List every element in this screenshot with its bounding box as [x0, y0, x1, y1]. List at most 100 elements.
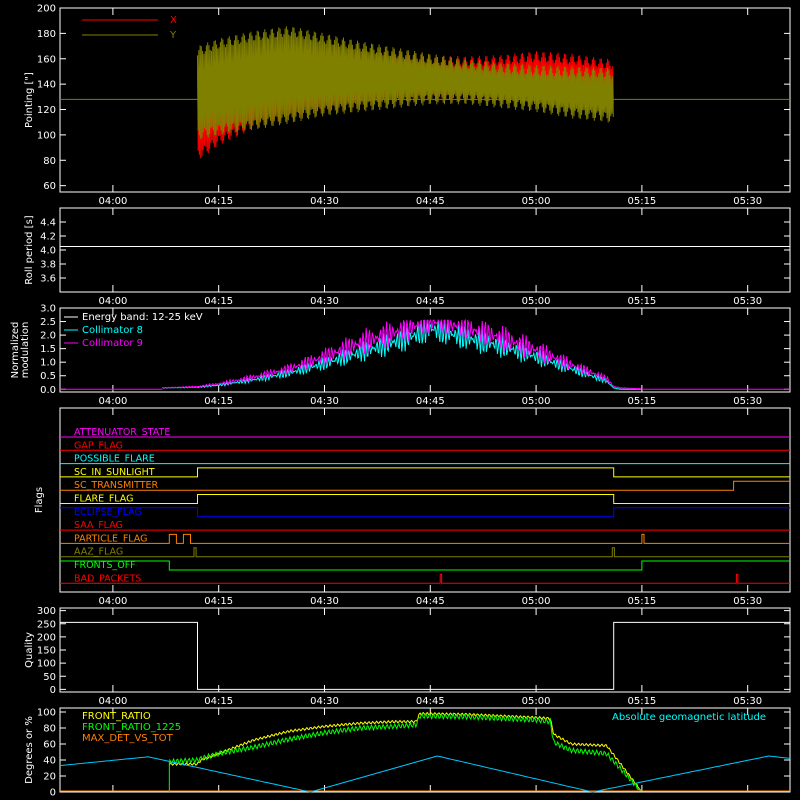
y-tick-label: 120 — [37, 105, 56, 116]
series-geomagnetic-latitude — [59, 755, 791, 793]
legend-label-y: Y — [169, 30, 177, 41]
flag-label: SC_TRANSMITTER — [74, 480, 159, 491]
flag-line-eclipse-flag — [60, 507, 790, 518]
series-front-ratio — [168, 711, 642, 792]
x-tick-label: 04:15 — [204, 196, 233, 207]
y-tick-label: 2.0 — [40, 331, 56, 342]
panel-frame — [59, 707, 791, 793]
flag-line-sc-in-sunlight — [60, 467, 790, 478]
flag-label: FLARE_FLAG — [74, 494, 134, 505]
x-tick-label: 05:00 — [522, 296, 551, 307]
series-y-band — [197, 26, 614, 140]
x-tick-label: 04:45 — [416, 696, 445, 707]
flag-line-sc-transmitter — [60, 480, 790, 491]
y-tick-label: 0.5 — [40, 371, 56, 382]
x-tick-label: 04:00 — [98, 196, 127, 207]
series-front-ratio-1225 — [168, 712, 642, 792]
y-axis-label: Normalizedmodulation — [10, 322, 31, 379]
y-tick-label: 200 — [37, 4, 56, 15]
y-axis-label: Degrees or % — [24, 716, 35, 784]
x-tick-label: 05:00 — [522, 696, 551, 707]
y-tick-label: 0.0 — [40, 385, 56, 396]
y-tick-label: 4.0 — [40, 246, 56, 257]
y-tick-label: 180 — [37, 29, 56, 40]
y-tick-label: 100 — [37, 659, 56, 670]
y-tick-label: 40 — [43, 756, 56, 767]
annotation-geomagnetic-latitude: Absolute geomagnetic latitude — [612, 712, 766, 723]
panel-frame — [59, 207, 791, 293]
flag-label: ATTENUATOR_STATE — [74, 427, 170, 438]
y-tick-label: 3.0 — [40, 304, 56, 315]
x-tick-label: 04:15 — [204, 396, 233, 407]
flag-label: FRONTS_OFF — [74, 560, 136, 571]
x-tick-label: 04:00 — [98, 596, 127, 607]
panel-frame — [59, 607, 791, 693]
x-tick-label: 04:30 — [310, 696, 339, 707]
flag-line-fronts-off — [60, 560, 790, 571]
flag-line-bad-packets — [60, 573, 790, 584]
x-tick-label: 05:30 — [733, 196, 762, 207]
y-tick-label: 80 — [43, 156, 56, 167]
x-tick-label: 05:30 — [733, 296, 762, 307]
flag-label: POSSIBLE_FLARE — [74, 454, 155, 465]
y-tick-label: 140 — [37, 80, 56, 91]
y-tick-label: 60 — [43, 181, 56, 192]
y-tick-label: 2.5 — [40, 317, 56, 328]
x-tick-label: 05:15 — [627, 596, 656, 607]
legend-label-max-det-vs-tot: MAX_DET_VS_TOT — [82, 733, 174, 744]
x-tick-label: 05:00 — [522, 396, 551, 407]
y-tick-label: 20 — [43, 772, 56, 783]
quality-line — [60, 621, 790, 690]
y-tick-label: 80 — [43, 724, 56, 735]
x-tick-label: 05:15 — [627, 396, 656, 407]
legend-label-front-ratio: FRONT_RATIO — [82, 711, 151, 722]
y-tick-label: 1.0 — [40, 358, 56, 369]
y-axis-label: Flags — [34, 487, 45, 513]
y-tick-label: 3.8 — [40, 260, 56, 271]
x-tick-label: 05:30 — [733, 696, 762, 707]
x-tick-label: 04:15 — [204, 296, 233, 307]
flag-line-aaz-flag — [60, 547, 790, 558]
y-tick-label: 100 — [37, 708, 56, 719]
x-tick-label: 04:00 — [98, 296, 127, 307]
x-tick-label: 04:15 — [204, 596, 233, 607]
y-tick-label: 1.5 — [40, 344, 56, 355]
y-tick-label: 60 — [43, 740, 56, 751]
y-tick-label: 3.6 — [40, 274, 56, 285]
x-tick-label: 04:45 — [416, 296, 445, 307]
x-tick-label: 05:30 — [733, 596, 762, 607]
x-tick-label: 04:15 — [204, 696, 233, 707]
y-tick-label: 300 — [37, 606, 56, 617]
panel-frame — [59, 307, 791, 393]
flag-label: BAD_PACKETS — [74, 573, 141, 584]
y-tick-label: 4.2 — [40, 232, 56, 243]
legend-label-front-ratio-1225: FRONT_RATIO_1225 — [82, 722, 181, 733]
flag-label: GAP_FLAG — [74, 440, 123, 451]
panel-title-energy-band: Energy band: 12-25 keV — [82, 312, 203, 323]
panel-frame — [59, 7, 791, 193]
y-tick-label: 200 — [37, 632, 56, 643]
y-tick-label: 50 — [43, 672, 56, 683]
x-tick-label: 04:30 — [310, 196, 339, 207]
x-tick-label: 05:00 — [522, 196, 551, 207]
y-axis-label: Pointing ["] — [24, 72, 35, 128]
flag-line-flare-flag — [60, 494, 790, 504]
x-tick-label: 04:30 — [310, 596, 339, 607]
x-tick-label: 05:15 — [627, 696, 656, 707]
y-tick-label: 150 — [37, 646, 56, 657]
y-axis-label: Quality — [24, 632, 35, 668]
x-tick-label: 04:45 — [416, 396, 445, 407]
legend-label-x: X — [170, 15, 177, 26]
flag-label: SC_IN_SUNLIGHT — [74, 467, 155, 478]
x-tick-label: 04:00 — [98, 396, 127, 407]
y-tick-label: 0 — [50, 788, 56, 799]
x-tick-label: 05:00 — [522, 596, 551, 607]
panel-frame — [59, 407, 791, 593]
x-tick-label: 05:15 — [627, 296, 656, 307]
flag-line-particle-flag — [60, 533, 790, 544]
x-tick-label: 04:00 — [98, 696, 127, 707]
flag-label: SAA_FLAG — [74, 520, 123, 531]
y-tick-label: 250 — [37, 619, 56, 630]
flag-label: AAZ_FLAG — [74, 547, 123, 558]
y-tick-label: 0 — [50, 685, 56, 696]
